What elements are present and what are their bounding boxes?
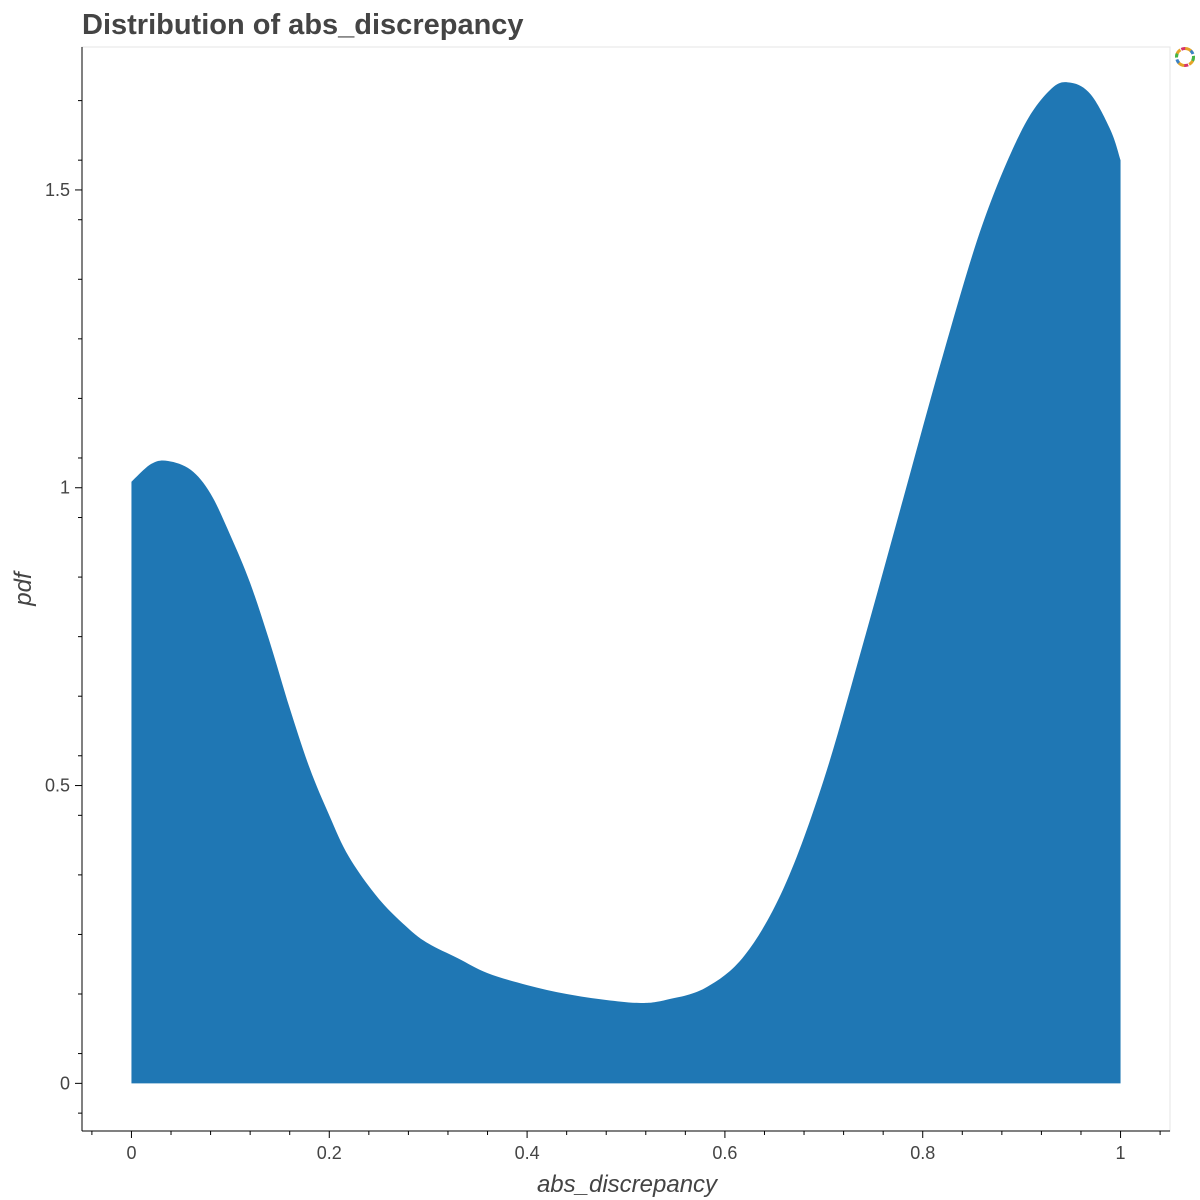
- y-tick-label: 0.5: [45, 776, 70, 796]
- x-axis-ticks: 0 0.2 0.4 0.6 0.8 1: [91, 1131, 1161, 1163]
- y-axis-label: pdf: [10, 570, 37, 607]
- y-tick-label: 1: [60, 478, 70, 498]
- x-axis-label: abs_discrepancy: [537, 1171, 719, 1198]
- y-tick-label: 1.5: [45, 180, 70, 200]
- x-tick-label: 1: [1116, 1143, 1126, 1163]
- density-area: [131, 82, 1121, 1084]
- bokeh-logo-icon[interactable]: [1175, 47, 1195, 67]
- x-tick-label: 0.6: [712, 1143, 737, 1163]
- x-tick-label: 0: [126, 1143, 136, 1163]
- y-axis-ticks: 0 0.5 1 1.5: [45, 100, 82, 1114]
- chart-title: Distribution of abs_discrepancy: [82, 9, 524, 41]
- x-tick-label: 0.2: [317, 1143, 342, 1163]
- x-tick-label: 0.4: [515, 1143, 540, 1163]
- x-tick-label: 0.8: [910, 1143, 935, 1163]
- y-tick-label: 0: [60, 1073, 70, 1093]
